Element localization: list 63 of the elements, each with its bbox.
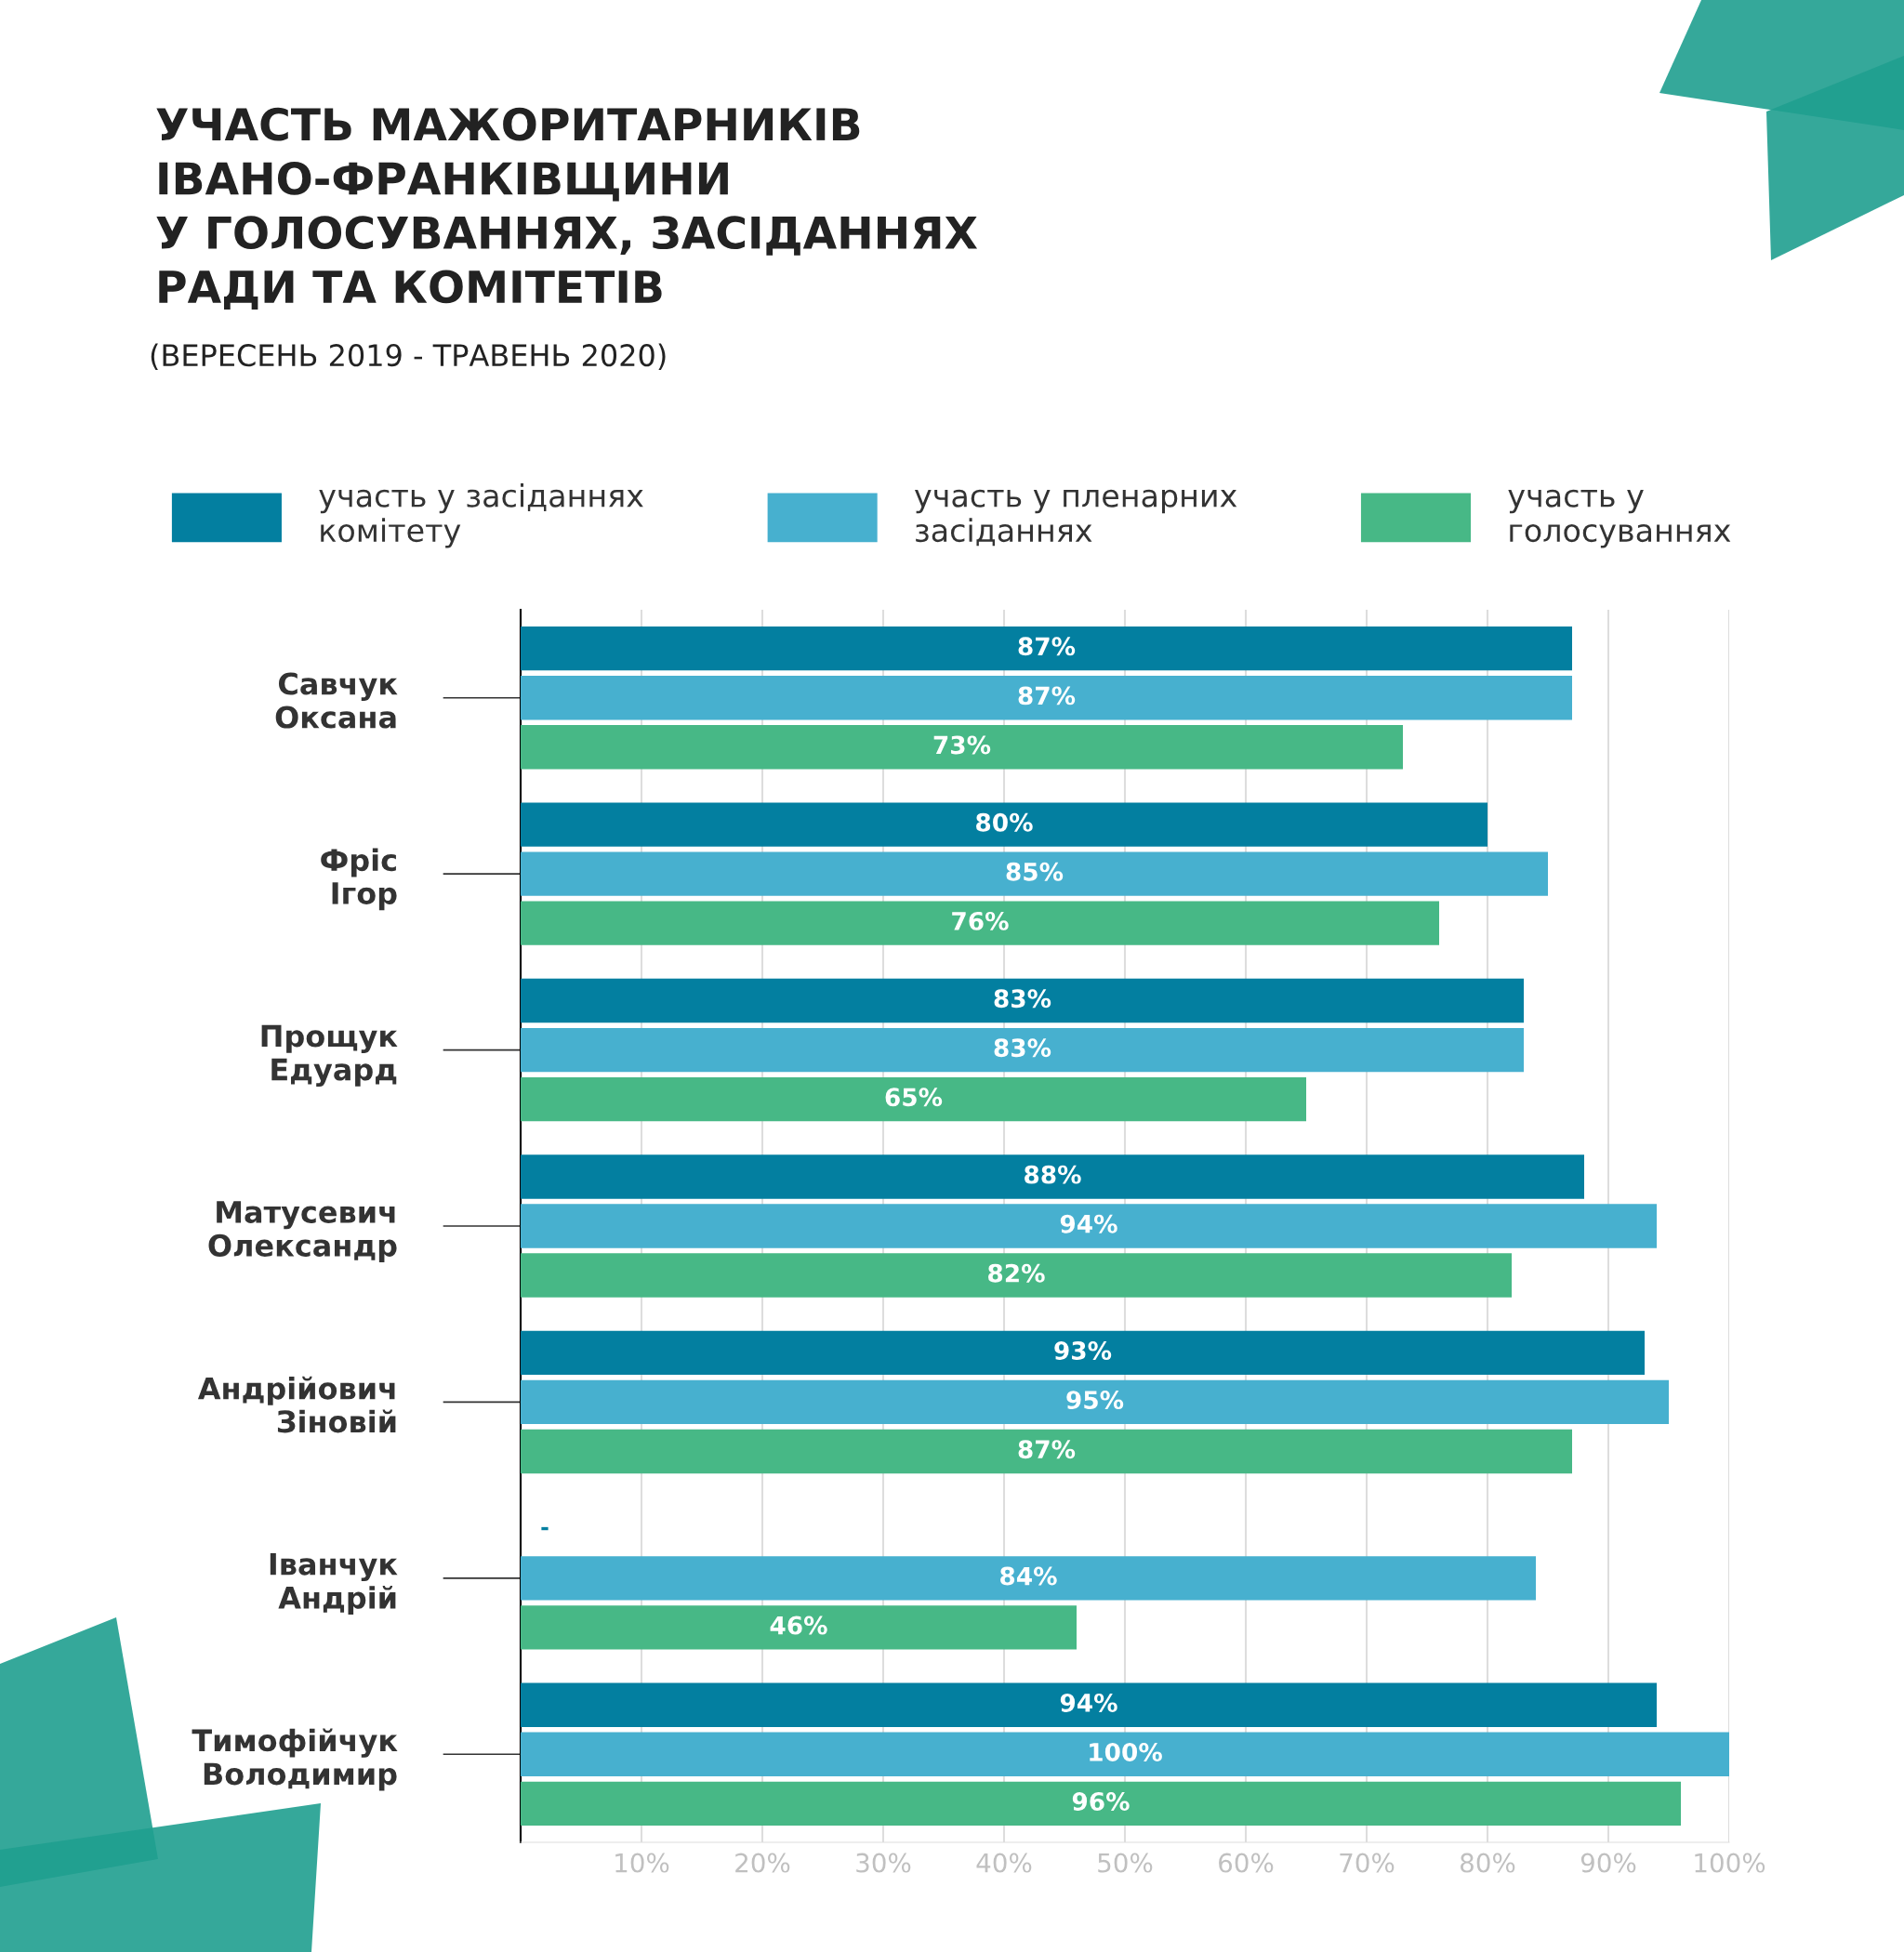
bar bbox=[521, 626, 1572, 671]
bar bbox=[521, 676, 1572, 720]
x-tick-label: 20% bbox=[735, 1853, 790, 1873]
bar bbox=[521, 1253, 1512, 1298]
bar bbox=[521, 1781, 1681, 1826]
data-label: 80% bbox=[976, 812, 1033, 832]
x-tick-label: 100% bbox=[1695, 1853, 1765, 1873]
x-tick-label: 10% bbox=[615, 1853, 669, 1873]
bar bbox=[521, 901, 1439, 945]
bar bbox=[521, 1682, 1657, 1727]
data-label: 88% bbox=[1025, 1165, 1081, 1184]
bar bbox=[521, 1379, 1669, 1425]
data-label: 46% bbox=[770, 1616, 827, 1635]
bar bbox=[521, 1556, 1536, 1601]
x-tick-label: 50% bbox=[1098, 1853, 1153, 1873]
data-label: 65% bbox=[885, 1088, 943, 1107]
y-tick-label: Прощук Едуард bbox=[261, 1024, 398, 1088]
bar bbox=[521, 1605, 1077, 1650]
data-label: 95% bbox=[1066, 1391, 1124, 1410]
y-tick-label: Савчук Оксана bbox=[275, 672, 398, 729]
data-label: 73% bbox=[933, 735, 991, 755]
chart-subtitle: (ВЕРЕСЕНЬ 2019 - ТРАВЕНЬ 2020) bbox=[151, 343, 666, 371]
bar bbox=[521, 1429, 1572, 1474]
bar bbox=[521, 1330, 1645, 1376]
data-label: 83% bbox=[994, 1038, 1051, 1058]
bar bbox=[521, 1732, 1729, 1776]
data-label: 87% bbox=[1018, 637, 1076, 656]
data-label: 94% bbox=[1060, 1214, 1117, 1233]
bar bbox=[521, 1027, 1524, 1073]
data-label: 83% bbox=[994, 989, 1051, 1009]
x-tick-label: 40% bbox=[976, 1853, 1032, 1873]
text: - bbox=[541, 1526, 549, 1531]
bar bbox=[521, 802, 1488, 847]
y-tick-label: Іванчук Андрій bbox=[270, 1552, 398, 1616]
x-tick-label: 30% bbox=[856, 1853, 911, 1873]
data-label: 100% bbox=[1090, 1742, 1162, 1761]
data-label: 93% bbox=[1054, 1341, 1112, 1361]
data-label: 82% bbox=[988, 1263, 1045, 1283]
bar bbox=[521, 978, 1524, 1023]
bar bbox=[521, 851, 1548, 896]
y-tick-label: Тимофійчук Володимир bbox=[192, 1728, 398, 1791]
bar bbox=[521, 1076, 1306, 1122]
x-tick-label: 90% bbox=[1580, 1853, 1636, 1873]
x-tick-label: 80% bbox=[1461, 1853, 1515, 1873]
y-tick-label: Матусевич Олександр bbox=[208, 1201, 397, 1263]
chart-title: УЧАСТЬ МАЖОРИТАРНИКІВ ІВАНО-ФРАНКІВЩИНИ У ГОЛОСУВАННЯХ, ЗАСІДАННЯХ РАДИ ТА КОМІТЕТІВ bbox=[156, 107, 978, 310]
y-tick-label: Андрійович Зіновій bbox=[197, 1376, 396, 1433]
data-label: 85% bbox=[1006, 862, 1064, 881]
legend-label: участь у голосуваннях bbox=[1508, 489, 1731, 548]
data-label: 94% bbox=[1060, 1693, 1117, 1712]
bar bbox=[521, 1204, 1657, 1248]
y-tick-label: Фріс Ігор bbox=[321, 848, 397, 911]
x-tick-label: 60% bbox=[1219, 1853, 1274, 1873]
data-label: 84% bbox=[1000, 1566, 1057, 1586]
data-label: 76% bbox=[952, 911, 1009, 930]
data-label: 87% bbox=[1018, 686, 1076, 706]
bar bbox=[521, 1154, 1584, 1199]
data-label: 96% bbox=[1072, 1792, 1130, 1811]
x-tick-label: 70% bbox=[1340, 1853, 1395, 1873]
legend-label: участь у засіданнях комітету bbox=[319, 483, 643, 548]
data-label: 87% bbox=[1018, 1440, 1076, 1459]
legend-label: участь у пленарних засіданнях bbox=[914, 489, 1237, 547]
bar bbox=[521, 725, 1403, 770]
